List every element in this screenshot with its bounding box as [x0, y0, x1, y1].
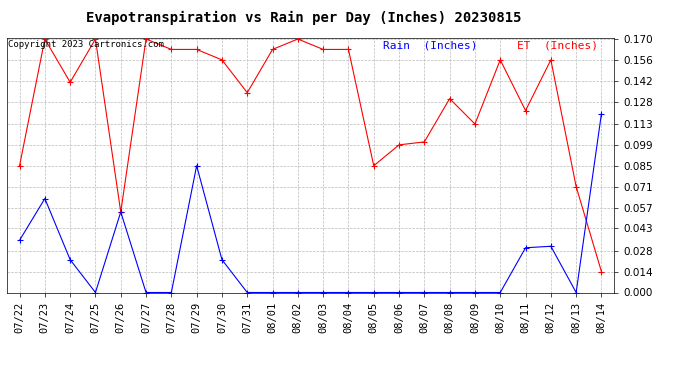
- Text: ET  (Inches): ET (Inches): [517, 40, 598, 50]
- Text: Copyright 2023 Cartronics.com: Copyright 2023 Cartronics.com: [8, 40, 164, 49]
- Text: Rain  (Inches): Rain (Inches): [384, 40, 478, 50]
- Text: Evapotranspiration vs Rain per Day (Inches) 20230815: Evapotranspiration vs Rain per Day (Inch…: [86, 11, 522, 26]
